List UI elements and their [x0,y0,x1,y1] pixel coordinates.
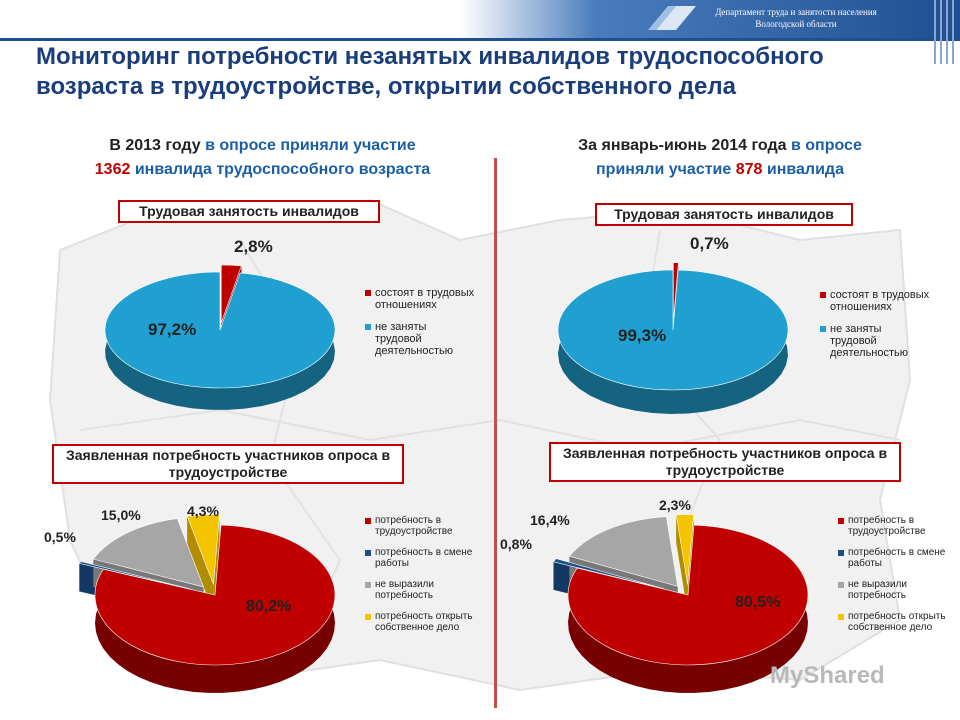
legend-swatch-blue [820,326,826,332]
legend-label: потребность открыть собственное дело [375,611,473,633]
legend-swatch-yellow [365,614,371,620]
pie-chart-needs-2013 [78,514,336,693]
data-label-job-change-2014: 0,8% [500,536,532,552]
pie-slice-1 [78,561,192,590]
legend-needs-2013: потребность в трудоустройстве потребност… [365,515,480,643]
left-intro: В 2013 году в опросе приняли участие 136… [40,134,485,182]
legend-label: потребность в смене работы [375,547,473,569]
data-label-unemployed-2014: 99,3% [618,326,667,345]
pie-slice-edge-3-0 [676,514,688,613]
legend-employment-2014: состоят в трудовых отношениях не заняты … [820,289,930,369]
pie-chart-employment-2013 [104,264,336,410]
left-intro-text: в опросе приняли участие [200,137,416,154]
legend-item-employed: состоят в трудовых отношениях [365,287,475,311]
chart-title-needs-2013: Заявленная потребность участников опроса… [52,444,404,484]
legend-item-own-business: потребность открыть собственное дело [838,611,953,633]
header-bar [0,0,960,40]
legend-swatch-red [838,518,844,524]
data-label-employed-2013: 2,8% [234,237,273,256]
legend-item-unemployed: не заняты трудовой деятельностью [365,321,475,357]
data-label-own-business-2014: 2,3% [659,497,691,513]
pie-slice-2 [92,518,205,588]
department-logo-icon [648,6,696,30]
pie-slice-3 [675,514,694,585]
right-intro-text: в опросе [786,137,862,154]
department-name: Департамент труда и занятости населения … [696,6,896,30]
legend-item-job-need: потребность в трудоустройстве [838,515,953,537]
pie-slice-3 [186,514,220,585]
legend-item-unemployed: не заняты трудовой деятельностью [820,323,930,359]
left-intro-text-2: инвалида трудоспособного возраста [130,161,431,178]
legend-item-job-change: потребность в смене работы [365,547,480,569]
pie-slice-0 [567,524,809,666]
pie-slice-0 [673,262,679,323]
legend-label: состоят в трудовых отношениях [375,287,475,311]
legend-label: потребность в смене работы [848,547,946,569]
department-line-2: Вологодской области [755,19,837,29]
pie-slice-2 [568,516,679,587]
left-intro-count: 1362 [94,161,131,178]
legend-item-job-need: потребность в трудоустройстве [365,515,480,537]
legend-swatch-gray [365,582,371,588]
legend-label: не выразили потребность [375,579,434,601]
legend-swatch-gray [838,582,844,588]
right-intro-text-2: приняли участие [596,161,736,178]
legend-swatch-darkblue [365,550,371,556]
legend-item-no-need: не выразили потребность [838,579,953,601]
legend-employment-2013: состоят в трудовых отношениях не заняты … [365,287,475,367]
legend-label: не заняты трудовой деятельностью [830,323,909,359]
legend-label: не заняты трудовой деятельностью [375,321,454,357]
right-intro-count: 878 [735,161,763,178]
legend-swatch-red [365,290,371,296]
department-line-1: Департамент труда и занятости населения [715,7,877,17]
right-intro: За январь-июнь 2014 года в опросе принял… [515,134,925,182]
pie-chart-employment-2014 [557,262,789,414]
page-title: Мониторинг потребности незанятых инвалид… [36,43,824,100]
legend-label: потребность открыть собственное дело [848,611,946,633]
column-divider [494,158,497,708]
pie-slice-1 [553,558,665,590]
legend-item-own-business: потребность открыть собственное дело [365,611,480,633]
data-label-employed-2014: 0,7% [690,234,729,253]
data-label-unemployed-2013: 97,2% [148,320,197,339]
pie-slice-edge-3-1 [213,514,220,613]
data-label-own-business-2013: 4,3% [187,503,219,519]
legend-swatch-blue [365,324,371,330]
legend-item-no-need: не выразили потребность [365,579,480,601]
legend-label: потребность в трудоустройстве [375,515,453,537]
data-label-job-need-2013: 80,2% [246,598,292,615]
chart-title-needs-2014: Заявленная потребность участников опроса… [549,442,901,482]
pie-chart-needs-2014 [553,514,809,693]
decorative-stripes [934,0,954,64]
legend-swatch-red [820,292,826,298]
legend-label: состоят в трудовых отношениях [830,289,930,313]
data-label-job-change-2013: 0,5% [44,529,76,545]
legend-needs-2014: потребность в трудоустройстве потребност… [838,515,953,643]
pie-slice-edge-3-0 [187,516,214,613]
pie-slice-0 [220,264,242,324]
right-intro-period: За январь-июнь 2014 года [578,137,787,154]
legend-item-employed: состоят в трудовых отношениях [820,289,930,313]
legend-swatch-darkblue [838,550,844,556]
left-intro-year: В 2013 году [109,137,201,154]
data-label-no-need-2013: 15,0% [101,507,141,523]
right-intro-text-3: инвалида [762,161,844,178]
pie-slice-1 [557,269,789,391]
legend-item-job-change: потребность в смене работы [838,547,953,569]
legend-label: потребность в трудоустройстве [848,515,926,537]
chart-title-employment-2013: Трудовая занятость инвалидов [118,200,380,223]
chart-title-employment-2014: Трудовая занятость инвалидов [595,203,853,226]
data-label-job-need-2014: 80,5% [735,594,781,611]
watermark: MyShared [770,662,885,689]
legend-label: не выразили потребность [848,579,907,601]
header-line [0,38,960,41]
legend-swatch-yellow [838,614,844,620]
legend-swatch-red [365,518,371,524]
pie-slice-0 [94,524,336,666]
data-label-no-need-2014: 16,4% [530,512,570,528]
pie-slice-1 [104,271,336,389]
